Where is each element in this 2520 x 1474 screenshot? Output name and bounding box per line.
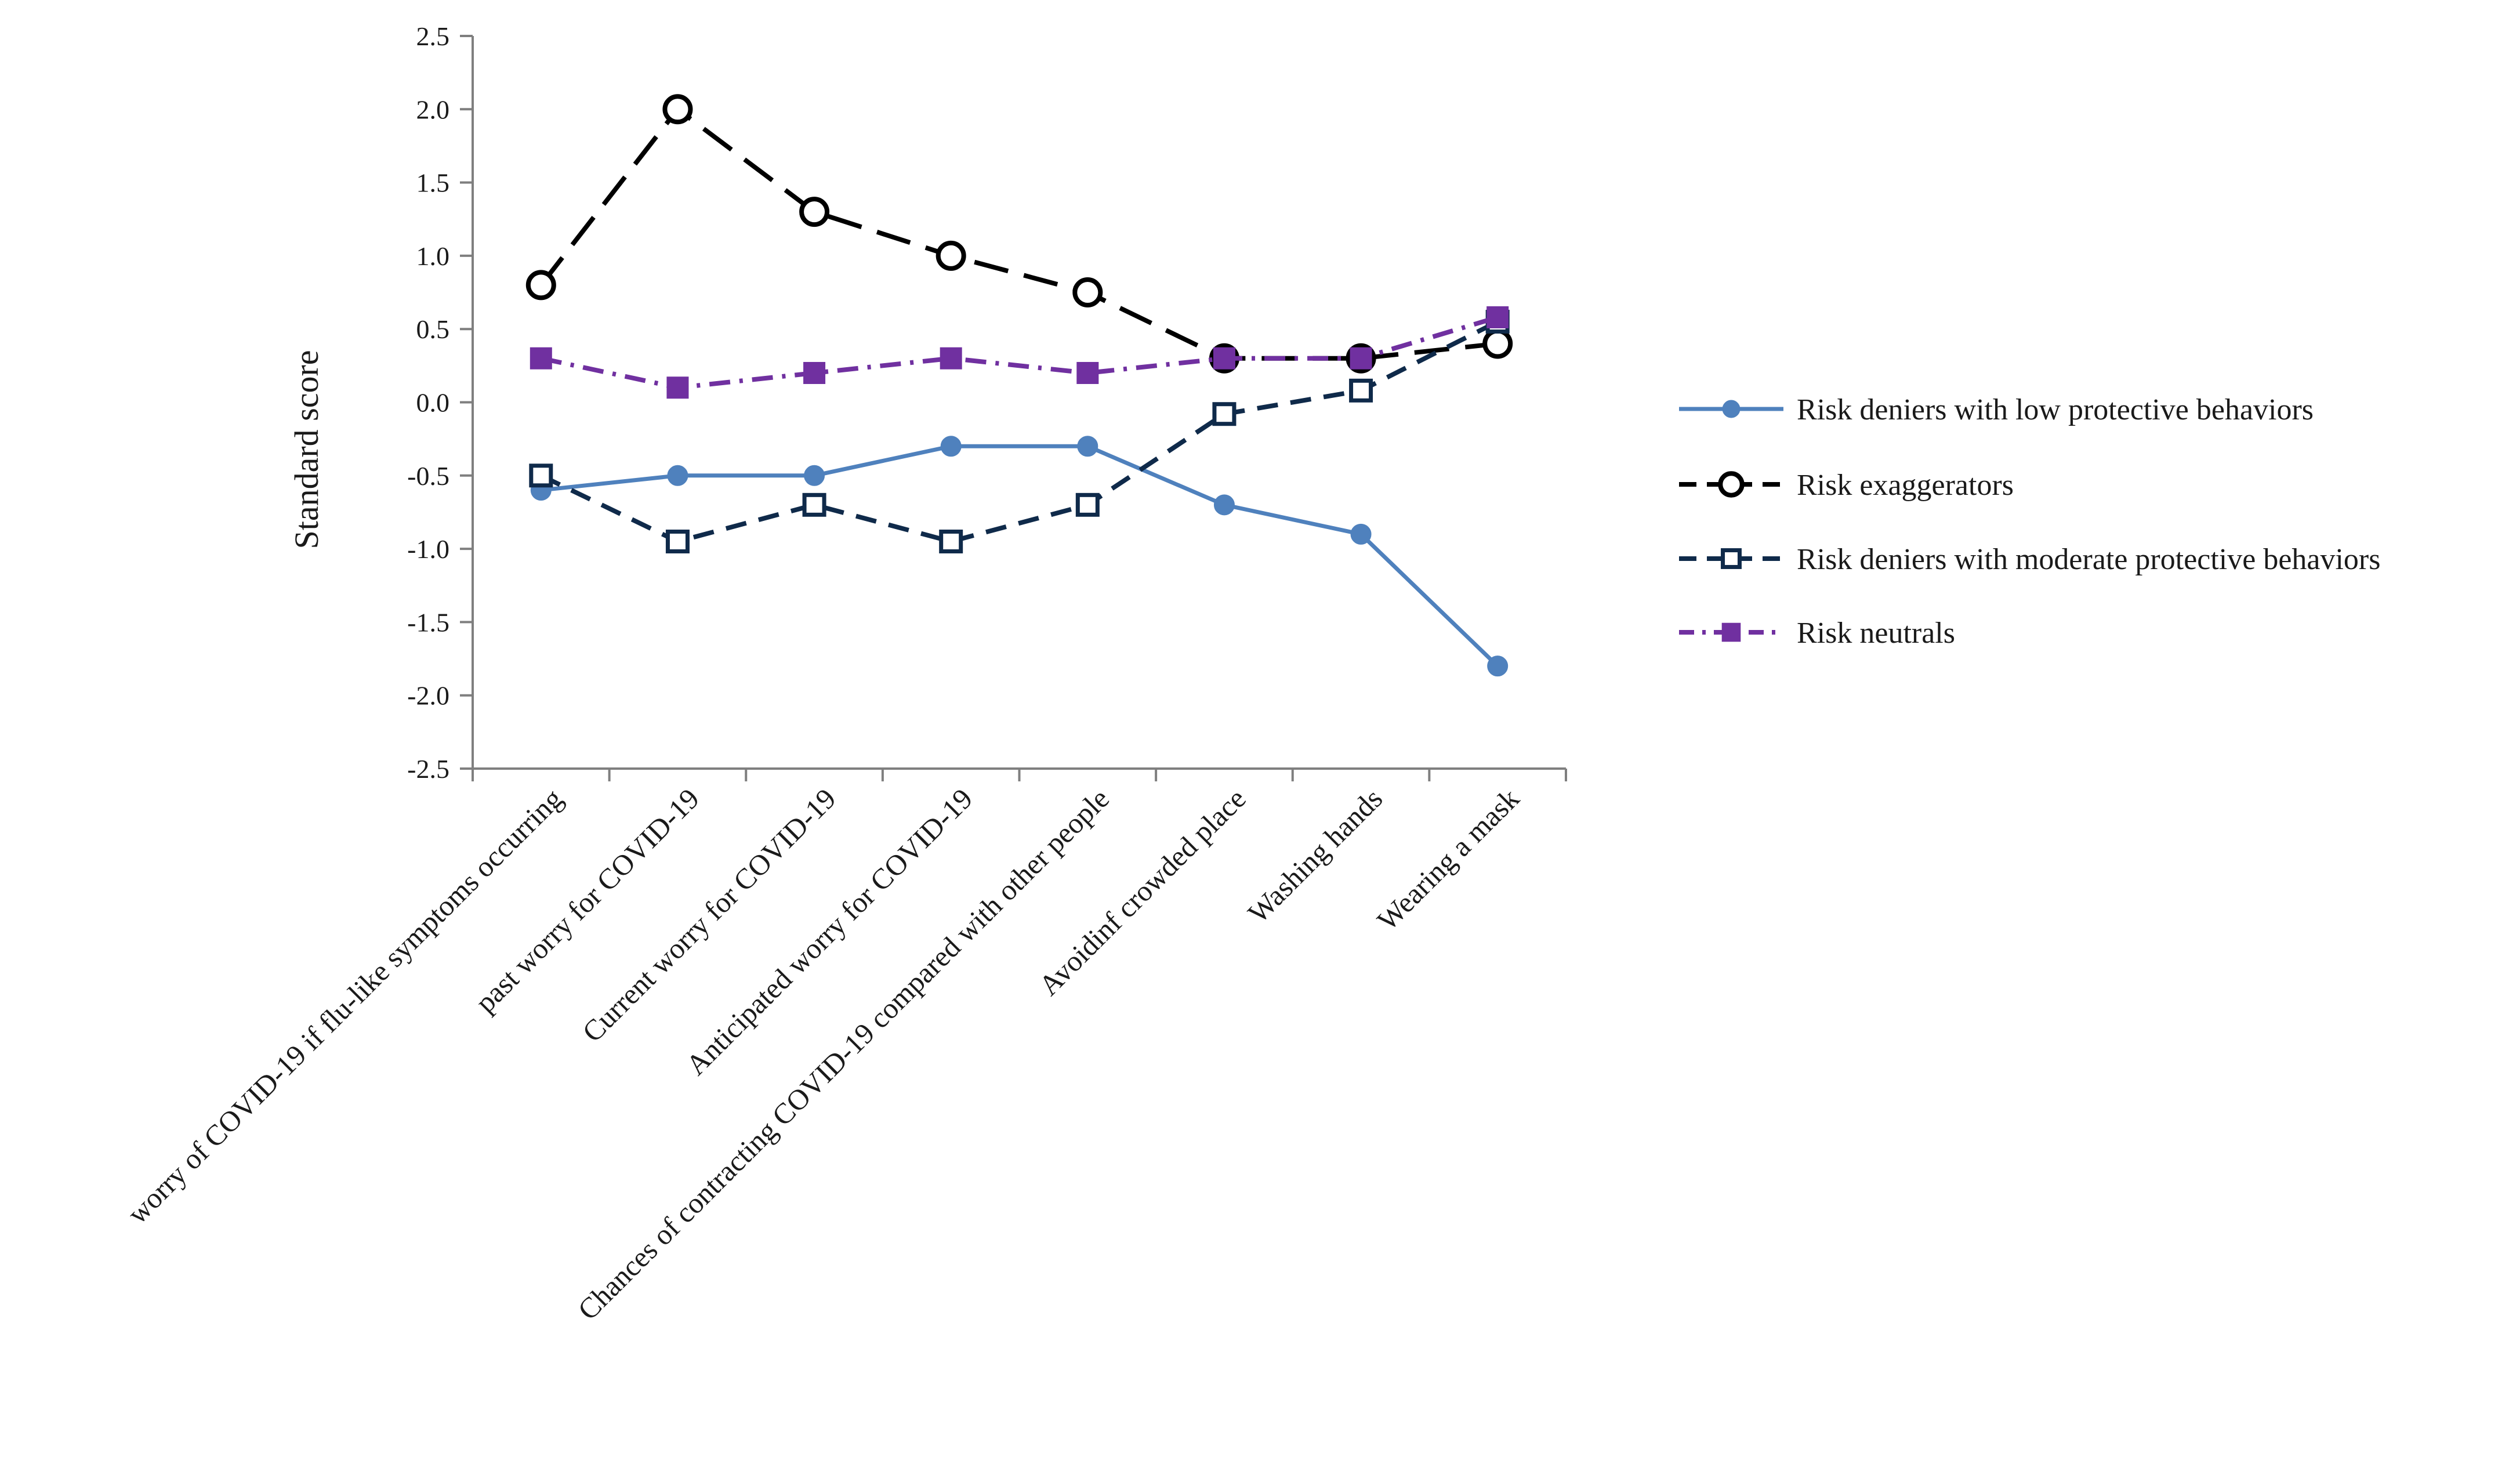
series-layer (525, 94, 1513, 677)
x-category-label: Chances of contracting COVID-19 compared… (571, 782, 1115, 1326)
data-point (1482, 328, 1513, 359)
data-point (1213, 347, 1235, 370)
data-point (1350, 523, 1372, 545)
y-tick-label: -1.5 (407, 607, 449, 637)
y-tick-label: 0.0 (416, 388, 450, 418)
x-category-label: Wearing a mask (1370, 782, 1525, 936)
series-line (539, 107, 1498, 361)
data-point (1212, 402, 1237, 426)
series-4 (530, 306, 1509, 399)
data-point (1721, 622, 1741, 642)
data-point (799, 197, 830, 227)
data-point (1075, 492, 1100, 517)
series-1 (530, 436, 1509, 677)
data-point (940, 436, 962, 457)
data-point (1213, 494, 1235, 516)
series-line (540, 315, 1499, 390)
data-point (939, 529, 963, 553)
axes: -2.5-2.0-1.5-1.0-0.50.00.51.01.52.02.5wo… (121, 21, 1567, 1326)
y-tick-label: 2.0 (416, 95, 450, 124)
data-point (530, 347, 552, 370)
series-line (540, 319, 1499, 544)
data-point (936, 240, 966, 271)
data-point (803, 361, 826, 384)
y-tick-label: 1.5 (416, 168, 450, 198)
y-axis-label: Standard score (288, 350, 325, 549)
y-tick-label: -1.0 (407, 534, 449, 564)
data-point (1487, 655, 1509, 677)
x-category-label: past worry for COVID-19 (469, 782, 705, 1019)
series-2 (525, 94, 1513, 374)
data-point (525, 270, 556, 300)
data-point (667, 465, 688, 486)
x-category-label: Current worry for COVID-19 (576, 782, 842, 1048)
data-point (802, 492, 826, 517)
legend-item-4: Risk neutrals (1679, 617, 1955, 650)
legend-label: Risk deniers with low protective behavio… (1797, 393, 2314, 426)
data-point (804, 465, 825, 486)
data-point (1486, 306, 1509, 328)
y-tick-label: 0.5 (416, 314, 450, 344)
y-tick-label: -0.5 (407, 461, 449, 491)
data-point (665, 529, 690, 553)
y-tick-label: -2.5 (407, 754, 449, 784)
data-point (940, 347, 962, 370)
legend: Risk deniers with low protective behavio… (1679, 393, 2380, 650)
legend-label: Risk neutrals (1797, 617, 1955, 650)
data-point (1076, 361, 1099, 384)
data-point (1072, 277, 1103, 308)
legend-item-3: Risk deniers with moderate protective be… (1679, 543, 2380, 576)
data-point (662, 94, 693, 125)
y-tick-label: 1.0 (416, 241, 450, 271)
series-line (541, 444, 1499, 668)
data-point (529, 463, 553, 488)
data-point (1349, 378, 1373, 403)
data-point (1721, 548, 1742, 569)
legend-label: Risk exaggerators (1797, 469, 2014, 502)
y-tick-label: 2.5 (416, 21, 450, 51)
data-point (1350, 347, 1372, 370)
data-point (1718, 471, 1745, 498)
legend-item-1: Risk deniers with low protective behavio… (1679, 393, 2314, 426)
legend-label: Risk deniers with moderate protective be… (1797, 543, 2380, 576)
legend-item-2: Risk exaggerators (1679, 469, 2014, 502)
data-point (1722, 400, 1741, 418)
x-category-label: Anticipated worry for COVID-19 (680, 782, 979, 1081)
data-point (666, 376, 689, 399)
x-category-label: Washing hands (1242, 782, 1389, 929)
data-point (1077, 436, 1098, 457)
y-tick-label: -2.0 (407, 681, 449, 711)
